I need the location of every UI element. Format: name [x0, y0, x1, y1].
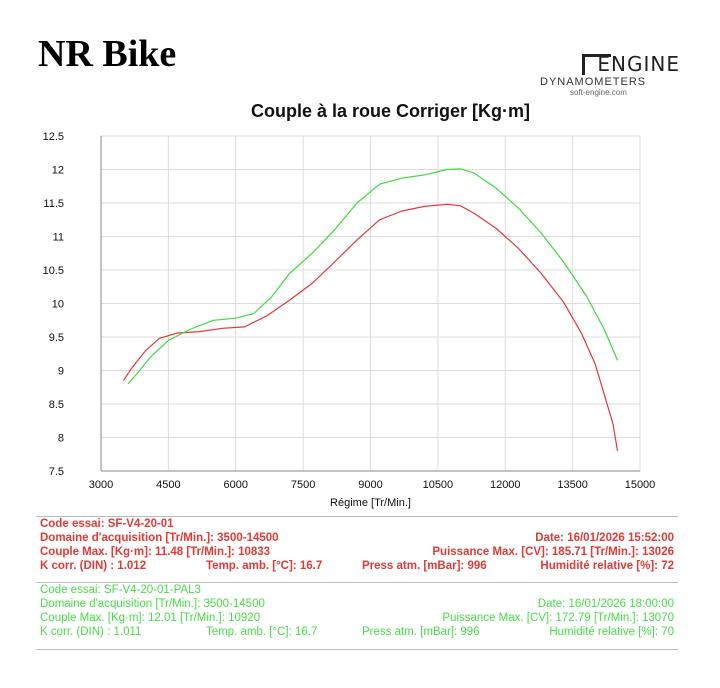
x-tick-label: 3000: [89, 479, 113, 491]
y-tick-label: 8: [58, 433, 64, 445]
run1-power: Puissance Max. [CV]: 185.71 [Tr/Min.]: 1…: [432, 546, 674, 558]
series-line: [122, 203, 619, 451]
run2-kcorr: K corr. (DIN) : 1.011: [40, 626, 142, 638]
chart-title: Couple à la roue Corriger [Kg·m]: [251, 101, 530, 121]
x-tick-label: 13500: [557, 479, 588, 491]
run2-couple: Couple Max. [Kg·m]: 12.01 [Tr/Min.]: 109…: [40, 612, 261, 624]
x-tick-label: 12000: [490, 479, 521, 491]
run2-panel: Code essai: SF-V4-20-01-PAL3 Domaine d'a…: [36, 582, 678, 650]
x-tick-label: 7500: [291, 479, 315, 491]
run1-panel: Code essai: SF-V4-20-01 Domaine d'acquis…: [36, 516, 678, 577]
run2-press: Press atm. [mBar]: 996: [362, 626, 480, 638]
y-tick-label: 7.5: [49, 466, 64, 478]
y-tick-label: 11: [53, 232, 64, 244]
y-tick-label: 12.5: [43, 131, 64, 143]
logo-word: ENGINE: [597, 52, 680, 76]
brand-title: NR Bike: [38, 33, 177, 75]
dyno-logo: ENGINE DYNAMOMETERS soft-engine.com: [540, 48, 690, 100]
run1-humid: Humidité relative [%]: 72: [540, 560, 674, 572]
x-axis-label: Régime [Tr/Min.]: [330, 497, 411, 509]
logo-site: soft-engine.com: [570, 88, 627, 97]
x-tick-label: 15000: [625, 479, 656, 491]
x-tick-label: 9000: [358, 479, 382, 491]
run2-power: Puissance Max. [CV]: 172.79 [Tr/Min.]: 1…: [442, 612, 674, 624]
y-tick-label: 10.5: [43, 265, 64, 277]
series-line: [127, 168, 619, 385]
y-tick-label: 9.5: [49, 332, 64, 344]
run1-date: Date: 16/01/2026 15:52:00: [535, 532, 674, 544]
logo-subtitle: DYNAMOMETERS: [540, 76, 647, 88]
run1-kcorr: K corr. (DIN) : 1.012: [40, 560, 147, 572]
run2-temp: Temp. amb. [°C]: 16.7: [206, 626, 318, 638]
run2-humid: Humidité relative [%]: 70: [549, 626, 674, 638]
run2-date: Date: 16/01/2026 18:00:00: [537, 598, 674, 610]
y-tick-label: 8.5: [49, 399, 64, 411]
run1-code: Code essai: SF-V4-20-01: [40, 518, 174, 530]
y-tick-label: 12: [52, 165, 64, 177]
run2-domain: Domaine d'acquisition [Tr/Min.]: 3500-14…: [40, 598, 265, 610]
y-tick-label: 10: [52, 299, 64, 311]
x-tick-label: 4500: [156, 479, 180, 491]
logo-mark-icon: [582, 54, 611, 75]
y-tick-label: 9: [58, 366, 64, 378]
run1-press: Press atm. [mBar]: 996: [362, 560, 487, 572]
torque-chart: Couple à la roue Corriger [Kg·m] 3000 4500…: [43, 101, 656, 509]
x-tick-label: 10500: [423, 479, 454, 491]
run1-domain: Domaine d'acquisition [Tr/Min.]: 3500-14…: [40, 532, 279, 544]
x-tick-label: 6000: [224, 479, 248, 491]
y-tick-label: 11.5: [43, 198, 64, 210]
run1-couple: Couple Max. [Kg·m]: 11.48 [Tr/Min.]: 108…: [40, 546, 271, 558]
run2-code: Code essai: SF-V4-20-01-PAL3: [40, 584, 201, 596]
run1-temp: Temp. amb. [°C]: 16.7: [206, 560, 323, 572]
